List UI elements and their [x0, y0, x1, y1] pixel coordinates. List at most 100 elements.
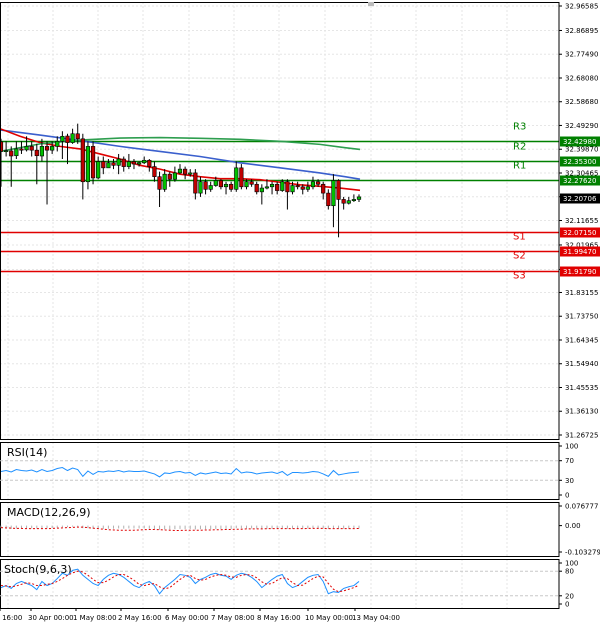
price-tick-label: 32.49290: [565, 122, 598, 130]
candle-body: [305, 186, 310, 190]
price-tick-label: 32.77490: [565, 51, 598, 59]
indicator-tick-label: 0: [565, 601, 569, 609]
candle-body: [285, 181, 290, 193]
time-label: 8 May 16:00: [257, 614, 301, 622]
candle-body: [34, 149, 39, 157]
indicator-tick-label: 80: [565, 568, 574, 576]
price-tick-label: 31.26725: [565, 432, 598, 440]
panel-frames: [0, 2, 560, 609]
candle-body: [101, 161, 106, 169]
candle-body: [96, 161, 101, 179]
price-tick-label: 32.11655: [565, 217, 598, 225]
price-tick-label: 31.45535: [565, 384, 598, 392]
level-price-label: 32.07150: [563, 229, 596, 237]
candle-body: [24, 146, 29, 151]
candle-body: [351, 199, 356, 201]
candle-body: [172, 172, 177, 180]
time-label: 1 May 08:00: [73, 614, 117, 622]
time-label: 6 May 00:00: [165, 614, 209, 622]
price-tick-label: 31.73750: [565, 313, 598, 321]
indicator-name: Stoch(9,6,3): [4, 563, 72, 576]
indicator-tick-label: 0: [565, 492, 569, 500]
scroll-marker[interactable]: [368, 2, 374, 6]
candle-body: [310, 181, 316, 188]
candle-body: [142, 159, 147, 164]
level-price-box: [560, 156, 600, 167]
price-labels: 32.42980 32.35300 32.27620 32.07150 31.99470…: [560, 136, 600, 277]
candle-body: [80, 138, 85, 183]
level-price-box: [560, 266, 600, 277]
candle-body: [55, 141, 60, 147]
candle-body: [193, 172, 198, 194]
price-tick-label: 32.96585: [565, 3, 598, 11]
candle-body: [39, 146, 45, 157]
level-name-r1: R1: [513, 161, 526, 172]
current-price-box: [560, 193, 600, 204]
indicator-name: RSI(14): [7, 446, 47, 459]
indicator-tick-label: 70: [565, 457, 574, 465]
candle-body: [29, 146, 34, 151]
price-tick-label: 32.01965: [565, 241, 598, 249]
level-price-box: [560, 227, 600, 238]
level-name-r2: R2: [513, 142, 526, 153]
level-price-label: 31.99470: [563, 248, 596, 256]
candle-body: [249, 181, 254, 185]
candle-body: [90, 146, 96, 179]
candle-body: [152, 166, 157, 177]
level-price-box: [560, 246, 600, 257]
candle-body: [290, 185, 295, 193]
candle-body: [336, 180, 341, 200]
candle-body: [259, 187, 264, 193]
candle-body: [234, 167, 239, 190]
indicator-panels: 100 70 30 0 RSI(14) 0.076777 0.00 -0.103279 MACD…: [0, 443, 600, 609]
indicator-tick-label: 0.076777: [565, 503, 598, 511]
candle-body: [147, 159, 152, 167]
price-tick-label: 31.64345: [565, 336, 598, 344]
rsi-line: [0, 467, 360, 478]
price-tick-label: 32.58680: [565, 98, 598, 106]
candle-body: [213, 180, 218, 186]
time-label: 7 May 08:00: [211, 614, 255, 622]
candle-body: [218, 180, 224, 188]
candle-body: [4, 150, 9, 152]
candle-body: [223, 183, 229, 188]
candle-body: [269, 183, 275, 188]
candle-body: [183, 168, 188, 175]
candle-body: [177, 168, 183, 174]
candle-body: [300, 186, 305, 190]
indicator-tick-label: 100: [565, 443, 578, 451]
price-axis: 32.96585 32.86895 32.77490 32.68080 32.58680…: [559, 3, 598, 440]
candle-body: [126, 161, 131, 167]
candle-body: [188, 172, 193, 175]
price-tick-label: 31.83155: [565, 289, 598, 297]
candle-body: [111, 162, 116, 166]
candle-body: [203, 181, 208, 190]
candle-body: [19, 148, 24, 151]
level-name-r3: R3: [513, 122, 526, 133]
candle-body: [106, 162, 111, 169]
candle-body: [321, 183, 326, 194]
level-name-s1: S1: [513, 232, 526, 243]
candle-body: [346, 200, 351, 204]
price-tick-label: 32.30465: [565, 169, 598, 177]
candle-body: [244, 181, 249, 188]
price-tick-label: 32.39870: [565, 146, 598, 154]
candle-body: [356, 196, 362, 200]
candles: [0, 123, 362, 238]
candle-body: [70, 133, 75, 143]
candle-body: [65, 135, 70, 143]
price-tick-label: 31.36130: [565, 408, 598, 416]
indicator-tick-label: 100: [565, 560, 578, 568]
level-name-s2: S2: [513, 251, 526, 262]
candle-body: [60, 135, 65, 142]
candle-body: [121, 158, 126, 167]
candle-body: [280, 181, 285, 191]
time-label: 10 May 00:00: [305, 614, 353, 622]
price-tick-label: 32.86895: [565, 27, 598, 35]
stoch-main-line: [0, 568, 360, 595]
indicator-panel-frame: [0, 502, 560, 557]
candle-body: [50, 146, 55, 151]
candle-body: [9, 150, 14, 157]
time-label: r 16:00: [0, 614, 22, 622]
